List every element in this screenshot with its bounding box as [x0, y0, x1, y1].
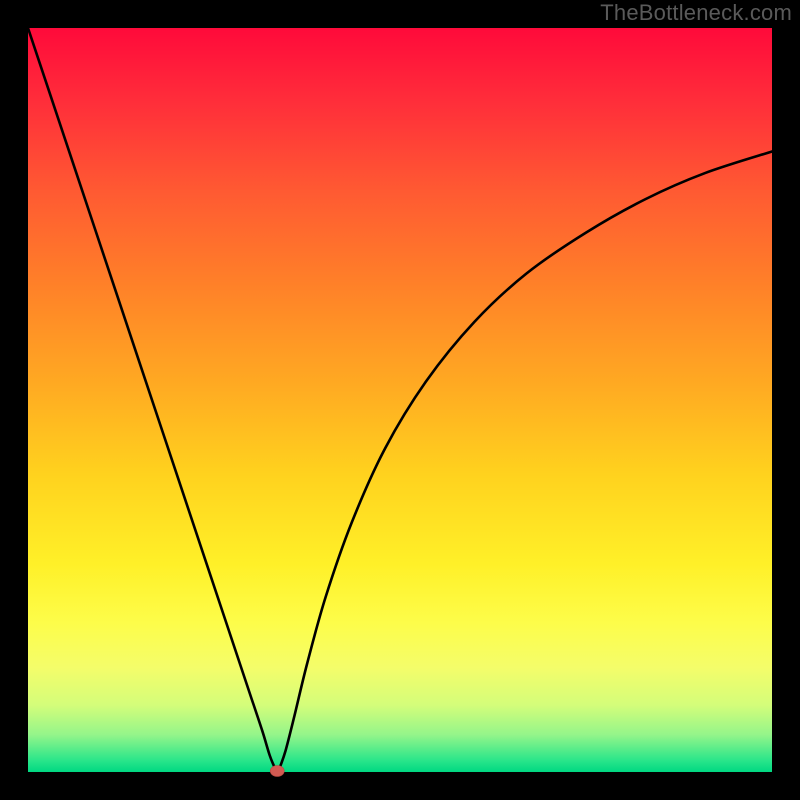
- plot-background: [28, 28, 772, 772]
- bottleneck-chart: [0, 0, 800, 800]
- watermark-text: TheBottleneck.com: [600, 0, 792, 26]
- minimum-marker: [270, 766, 284, 777]
- chart-container: TheBottleneck.com: [0, 0, 800, 800]
